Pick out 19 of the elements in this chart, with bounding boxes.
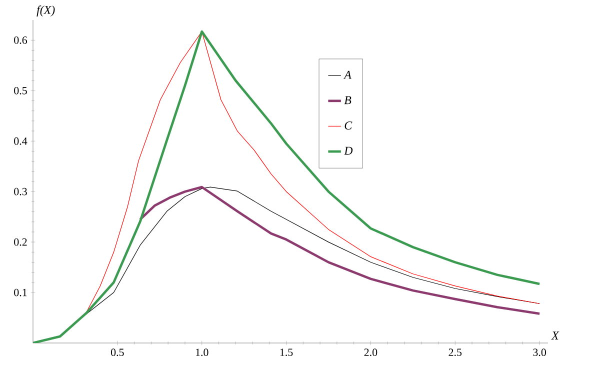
line-series [139,186,541,315]
legend-label: C [344,121,352,130]
y-tick-label: 0.1 [14,288,27,296]
y-tick-label: 0.5 [14,86,27,94]
x-tick-label: 3.0 [533,348,546,356]
x-tick-label: 1.0 [196,348,208,356]
y-tick-label: 0.3 [14,188,27,196]
y-tick-label: 0.4 [14,137,28,145]
y-tick-label: 0.6 [14,36,28,44]
legend-label: B [344,96,352,104]
y-tick-label: 0.2 [14,238,27,246]
x-tick-label: 1.5 [280,348,293,356]
x-tick-label: 2.0 [364,348,378,356]
x-tick-label: 2.5 [448,348,462,356]
legend-label: A [343,70,352,79]
y-axis-title: f(X) [36,6,55,16]
x-tick-label: 0.5 [111,348,124,356]
x-axis-title: X [551,332,560,340]
legend-label: D [344,146,353,155]
